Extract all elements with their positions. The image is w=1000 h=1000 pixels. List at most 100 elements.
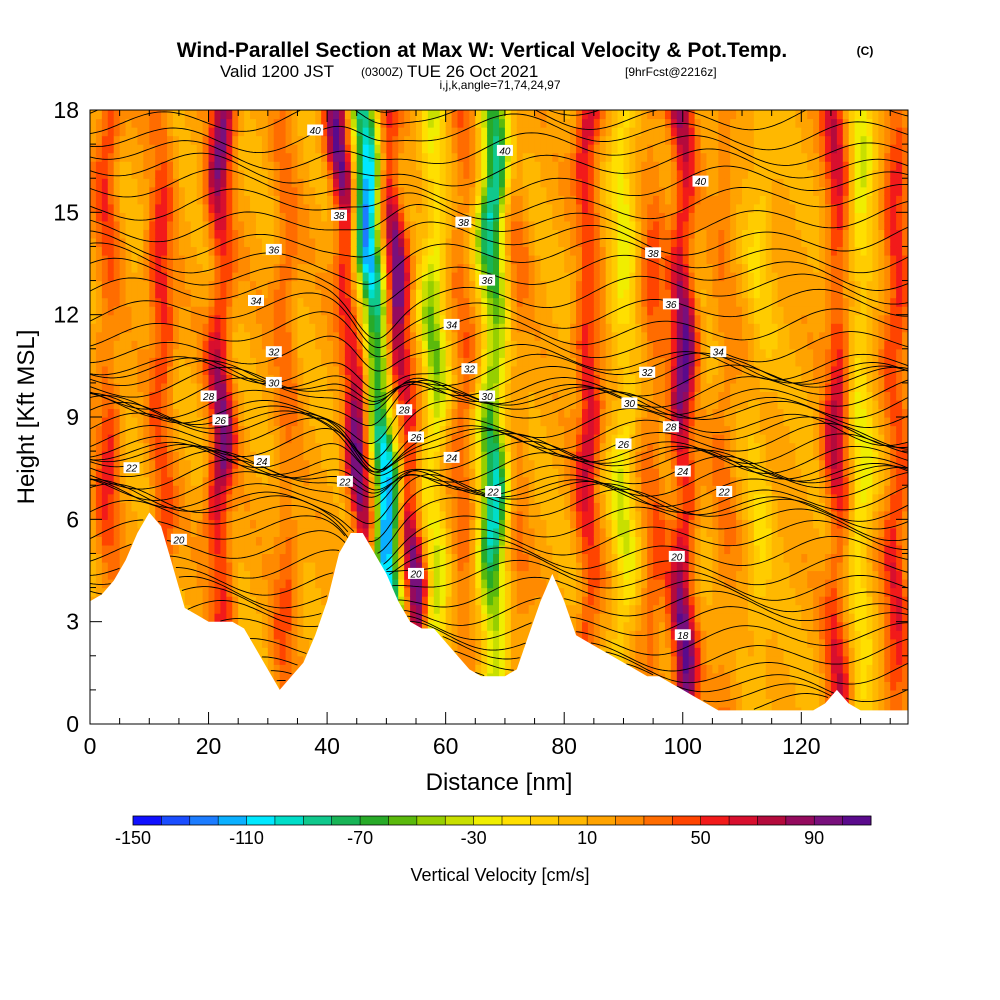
velocity-cell [137, 314, 144, 324]
velocity-cell [149, 152, 156, 162]
velocity-cell [362, 127, 370, 137]
velocity-cell [315, 118, 322, 128]
velocity-cell [291, 613, 299, 623]
velocity-cell [297, 229, 304, 239]
velocity-cell [338, 144, 346, 154]
velocity-cell [421, 476, 429, 486]
velocity-cell [356, 203, 364, 213]
velocity-cell [143, 195, 150, 205]
velocity-cell [273, 357, 281, 367]
velocity-cell [273, 647, 281, 657]
velocity-cell [368, 135, 376, 145]
velocity-cell [119, 289, 127, 299]
velocity-cell [184, 195, 192, 205]
velocity-cell [356, 476, 364, 486]
velocity-cell [125, 152, 133, 162]
velocity-cell [427, 161, 435, 171]
velocity-cell [208, 434, 216, 444]
velocity-cell [315, 348, 322, 358]
velocity-cell [172, 357, 180, 367]
velocity-cell [427, 203, 435, 213]
velocity-cell [463, 408, 470, 418]
velocity-cell [137, 485, 144, 495]
velocity-cell [303, 272, 310, 282]
velocity-cell [125, 365, 133, 375]
velocity-cell [398, 417, 405, 427]
velocity-cell [469, 237, 476, 248]
velocity-cell [487, 647, 494, 657]
velocity-cell [309, 161, 316, 171]
velocity-cell [119, 306, 127, 316]
velocity-cell [220, 451, 227, 461]
velocity-cell [410, 604, 417, 614]
velocity-cell [315, 493, 322, 503]
velocity-cell [119, 110, 127, 120]
velocity-cell [404, 579, 411, 589]
velocity-cell [101, 306, 109, 316]
velocity-cell [244, 536, 251, 546]
velocity-cell [244, 391, 251, 401]
velocity-cell [291, 442, 299, 452]
velocity-cell [487, 186, 494, 196]
velocity-cell [457, 254, 465, 265]
velocity-cell [487, 442, 494, 452]
velocity-cell [113, 519, 121, 529]
velocity-cell [380, 553, 387, 563]
velocity-cell [220, 169, 227, 179]
velocity-cell [344, 391, 352, 401]
velocity-cell [238, 237, 245, 248]
velocity-cell [350, 323, 358, 333]
velocity-cell [327, 544, 334, 555]
velocity-cell [208, 613, 216, 623]
velocity-cell [90, 434, 97, 444]
velocity-cell [238, 280, 245, 290]
velocity-cell [427, 195, 435, 205]
velocity-cell [380, 408, 387, 418]
velocity-cell [309, 254, 316, 265]
velocity-cell [333, 510, 340, 520]
velocity-cell [95, 451, 103, 461]
velocity-cell [226, 408, 233, 418]
velocity-cell [291, 203, 299, 213]
velocity-cell [356, 340, 364, 350]
velocity-cell [315, 434, 322, 444]
velocity-cell [421, 152, 429, 162]
velocity-cell [261, 587, 269, 597]
velocity-cell [374, 127, 382, 137]
velocity-cell [101, 340, 109, 350]
velocity-cell [226, 417, 233, 427]
velocity-cell [273, 110, 281, 120]
velocity-cell [167, 220, 174, 230]
velocity-cell [267, 451, 275, 461]
velocity-cell [398, 493, 405, 503]
velocity-cell [404, 178, 411, 188]
velocity-cell [374, 169, 382, 179]
velocity-cell [386, 382, 393, 393]
velocity-cell [404, 434, 411, 444]
velocity-cell [481, 323, 488, 333]
velocity-cell [433, 331, 441, 341]
velocity-cell [481, 306, 488, 316]
velocity-cell [309, 272, 316, 282]
velocity-cell [250, 621, 257, 631]
velocity-cell [285, 476, 293, 486]
velocity-cell [95, 229, 103, 239]
velocity-cell [131, 374, 139, 384]
velocity-cell [350, 374, 358, 384]
velocity-cell [463, 135, 470, 145]
velocity-cell [445, 280, 453, 290]
velocity-cell [445, 340, 453, 350]
velocity-cell [338, 442, 346, 452]
velocity-cell [238, 110, 245, 120]
velocity-cell [362, 340, 370, 350]
velocity-cell [445, 638, 453, 648]
velocity-cell [392, 544, 399, 555]
velocity-cell [303, 135, 310, 145]
velocity-cell [125, 493, 133, 503]
velocity-cell [125, 340, 133, 350]
velocity-cell [119, 502, 127, 512]
velocity-cell [321, 442, 328, 452]
velocity-cell [238, 220, 245, 230]
velocity-cell [344, 425, 352, 435]
velocity-cell [95, 323, 103, 333]
